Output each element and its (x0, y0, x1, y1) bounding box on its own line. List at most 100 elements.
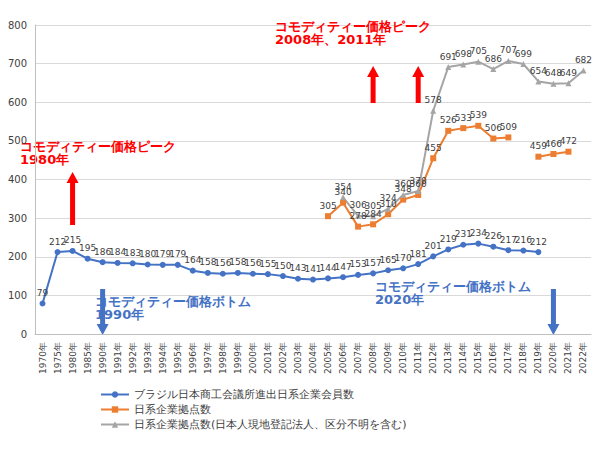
svg-text:400: 400 (8, 174, 27, 185)
svg-text:2007年: 2007年 (353, 342, 363, 374)
svg-text:79: 79 (37, 288, 49, 298)
svg-text:183: 183 (124, 247, 142, 258)
svg-text:1996年: 1996年 (188, 342, 198, 374)
svg-text:153: 153 (349, 259, 367, 270)
svg-text:2010年: 2010年 (398, 342, 408, 374)
svg-text:1990年: 1990年 (95, 307, 145, 322)
svg-text:324: 324 (380, 193, 397, 203)
svg-text:370: 370 (410, 176, 427, 186)
svg-text:2020年: 2020年 (375, 292, 424, 307)
svg-text:215: 215 (64, 235, 82, 246)
svg-text:157: 157 (364, 257, 382, 268)
svg-text:ブラジル日本商工会議所進出日系企業会員数: ブラジル日本商工会議所進出日系企業会員数 (134, 388, 354, 401)
svg-text:1980年: 1980年 (20, 152, 69, 167)
svg-text:1990年: 1990年 (98, 342, 108, 374)
svg-text:2011年: 2011年 (413, 342, 423, 374)
svg-text:1993年: 1993年 (143, 342, 153, 374)
svg-text:649: 649 (560, 68, 577, 78)
svg-text:578: 578 (425, 95, 442, 105)
svg-text:231: 231 (454, 229, 472, 240)
svg-text:800: 800 (8, 20, 27, 31)
svg-text:212: 212 (48, 236, 67, 247)
svg-text:1995年: 1995年 (173, 342, 183, 374)
svg-text:201: 201 (424, 240, 442, 251)
svg-text:コモディティー価格ピーク: コモディティー価格ピーク (20, 139, 176, 154)
svg-text:2016年: 2016年 (488, 342, 498, 374)
svg-text:2006年: 2006年 (338, 342, 348, 374)
svg-text:2021年: 2021年 (563, 342, 573, 374)
svg-text:2013年: 2013年 (443, 342, 453, 374)
svg-text:200: 200 (8, 251, 27, 262)
svg-text:143: 143 (289, 263, 307, 274)
svg-text:2017年: 2017年 (503, 342, 513, 374)
svg-text:700: 700 (8, 58, 27, 69)
svg-text:699: 699 (515, 49, 532, 59)
svg-text:158: 158 (229, 257, 247, 268)
svg-text:2005年: 2005年 (323, 342, 333, 374)
svg-text:1992年: 1992年 (128, 342, 138, 374)
svg-text:2022年: 2022年 (578, 342, 588, 374)
svg-text:234: 234 (469, 228, 487, 239)
svg-text:147: 147 (334, 261, 352, 272)
svg-text:195: 195 (79, 243, 97, 254)
svg-text:184: 184 (109, 247, 127, 258)
svg-text:2020年: 2020年 (548, 342, 558, 374)
svg-text:1994年: 1994年 (158, 342, 168, 374)
svg-text:164: 164 (184, 255, 202, 266)
svg-text:1998年: 1998年 (218, 342, 228, 374)
svg-text:179: 179 (154, 249, 172, 260)
svg-text:2002年: 2002年 (278, 342, 288, 374)
svg-text:455: 455 (425, 143, 442, 153)
svg-text:212: 212 (530, 237, 547, 247)
svg-text:2000年: 2000年 (248, 342, 258, 374)
svg-text:179: 179 (169, 249, 187, 260)
svg-text:2003年: 2003年 (293, 342, 303, 374)
svg-text:2014年: 2014年 (458, 342, 468, 374)
svg-text:1970年: 1970年 (38, 342, 48, 374)
svg-text:150: 150 (274, 260, 292, 271)
svg-text:226: 226 (484, 231, 502, 242)
svg-text:100: 100 (8, 290, 27, 301)
svg-text:2008年: 2008年 (368, 342, 378, 374)
svg-text:0: 0 (21, 329, 27, 340)
svg-text:2019年: 2019年 (533, 342, 543, 374)
svg-text:219: 219 (439, 233, 457, 244)
svg-text:1975年: 1975年 (53, 342, 63, 374)
svg-text:コモディティー価格ボトム: コモディティー価格ボトム (375, 279, 531, 294)
svg-text:2008年、2011年: 2008年、2011年 (275, 32, 386, 47)
svg-text:日系企業拠点数(日本人現地登記法人、区分不明を含む): 日系企業拠点数(日本人現地登記法人、区分不明を含む) (134, 418, 407, 431)
svg-text:156: 156 (244, 258, 262, 269)
svg-text:2012年: 2012年 (428, 342, 438, 374)
svg-text:2004年: 2004年 (308, 342, 318, 374)
svg-text:155: 155 (259, 258, 277, 269)
svg-text:539: 539 (470, 110, 487, 120)
svg-text:日系企業拠点数: 日系企業拠点数 (134, 403, 211, 416)
svg-text:186: 186 (94, 246, 112, 257)
svg-text:156: 156 (214, 258, 232, 269)
svg-text:500: 500 (8, 135, 27, 146)
svg-text:354: 354 (334, 182, 351, 192)
svg-text:682: 682 (575, 55, 592, 65)
svg-text:2015年: 2015年 (473, 342, 483, 374)
svg-text:158: 158 (199, 257, 217, 268)
svg-text:600: 600 (8, 97, 27, 108)
svg-text:2001年: 2001年 (263, 342, 273, 374)
svg-text:305: 305 (319, 201, 336, 211)
svg-text:300: 300 (8, 213, 27, 224)
svg-text:1980年: 1980年 (68, 342, 78, 374)
svg-text:181: 181 (409, 248, 427, 259)
svg-text:2009年: 2009年 (383, 342, 393, 374)
svg-text:1991年: 1991年 (113, 342, 123, 374)
svg-text:217: 217 (499, 234, 517, 245)
svg-text:144: 144 (319, 262, 337, 273)
svg-text:472: 472 (560, 136, 577, 146)
svg-text:1997年: 1997年 (203, 342, 213, 374)
svg-text:1985年: 1985年 (83, 342, 93, 374)
svg-text:コモディティー価格ボトム: コモディティー価格ボトム (95, 294, 251, 309)
svg-text:509: 509 (500, 122, 517, 132)
svg-text:165: 165 (379, 254, 397, 265)
svg-text:170: 170 (394, 252, 412, 263)
svg-text:コモディティー価格ピーク: コモディティー価格ピーク (275, 19, 431, 34)
svg-text:1999年: 1999年 (233, 342, 243, 374)
svg-text:2018年: 2018年 (518, 342, 528, 374)
